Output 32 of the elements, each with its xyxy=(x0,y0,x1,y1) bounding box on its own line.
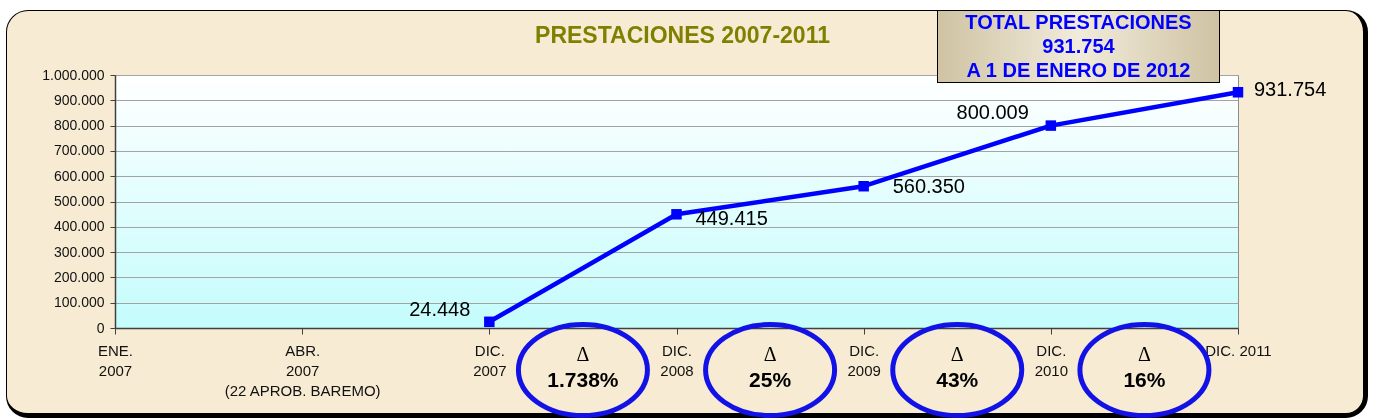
point xyxy=(1232,87,1244,98)
y-tick-label: 1.000.000 xyxy=(42,66,105,83)
text: Δ 43% xyxy=(935,342,980,393)
x-tick-label: DIC. 2007 xyxy=(473,341,507,379)
y-tick-label: 700.000 xyxy=(53,142,105,159)
x-tick-label: ENE. 2007 xyxy=(97,341,134,379)
data-label: 931.754 xyxy=(1254,78,1327,101)
point xyxy=(858,180,869,192)
y-tick-label: 400.000 xyxy=(53,218,105,235)
data-label: 560.350 xyxy=(892,175,965,198)
y-tick-label: 0 xyxy=(96,319,105,336)
y-tick-label: 900.000 xyxy=(53,91,105,108)
x-tick-label: DIC. 2011 xyxy=(1205,341,1272,359)
x-tick-label: DIC. 2008 xyxy=(660,341,694,379)
point xyxy=(1045,120,1057,131)
y-tick-label: 100.000 xyxy=(53,294,105,311)
chart-title: PRESTACIONES 2007-2011 xyxy=(535,22,831,48)
point xyxy=(484,316,495,328)
x-tick-label: DIC. 2010 xyxy=(1034,341,1069,379)
data-label: 24.448 xyxy=(409,297,471,320)
x-tick-label: ABR. 2007 (22 APROB. BAREMO) xyxy=(224,341,381,399)
text: Δ 25% xyxy=(748,342,793,393)
x-tick-label: DIC. 2009 xyxy=(847,341,881,379)
y-tick-label: 300.000 xyxy=(53,243,105,260)
y-tick-label: 800.000 xyxy=(53,117,105,134)
y-tick-label: 600.000 xyxy=(53,167,105,184)
y-tick-label: 200.000 xyxy=(53,268,105,285)
text: Δ 1.738% xyxy=(546,342,620,393)
y-tick-label: 500.000 xyxy=(53,193,105,209)
data-label: 449.415 xyxy=(695,207,768,230)
data-label: 800.009 xyxy=(956,100,1029,123)
point xyxy=(671,209,682,220)
